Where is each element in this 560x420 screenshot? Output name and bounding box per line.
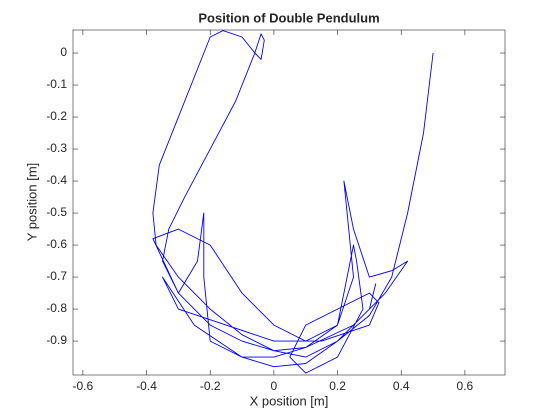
y-tick-label: -0.4	[46, 173, 67, 187]
x-tick-label: 0.6	[457, 379, 474, 393]
x-tick-label: 0.2	[329, 379, 346, 393]
y-tick-label: -0.6	[46, 237, 67, 251]
chart-title: Position of Double Pendulum	[198, 10, 379, 25]
x-tick-label: 0	[271, 379, 278, 393]
x-tick-label: -0.4	[136, 379, 157, 393]
x-tick-label: -0.6	[73, 379, 94, 393]
y-tick-label: -0.3	[46, 141, 67, 155]
axes-box	[72, 29, 506, 376]
trajectory-line	[152, 30, 434, 374]
y-tick-label: -0.2	[46, 109, 67, 123]
y-tick-label: 0	[60, 45, 67, 59]
y-tick-label: -0.1	[46, 77, 67, 91]
y-axis-label: Y position [m]	[24, 163, 39, 242]
x-tick-label: -0.2	[200, 379, 221, 393]
y-tick-label: -0.9	[46, 333, 67, 347]
y-tick-label: -0.8	[46, 301, 67, 315]
y-tick-label: -0.7	[46, 269, 67, 283]
x-tick-label: 0.4	[393, 379, 410, 393]
x-axis-label: X position [m]	[250, 393, 329, 408]
y-tick-label: -0.5	[46, 205, 67, 219]
